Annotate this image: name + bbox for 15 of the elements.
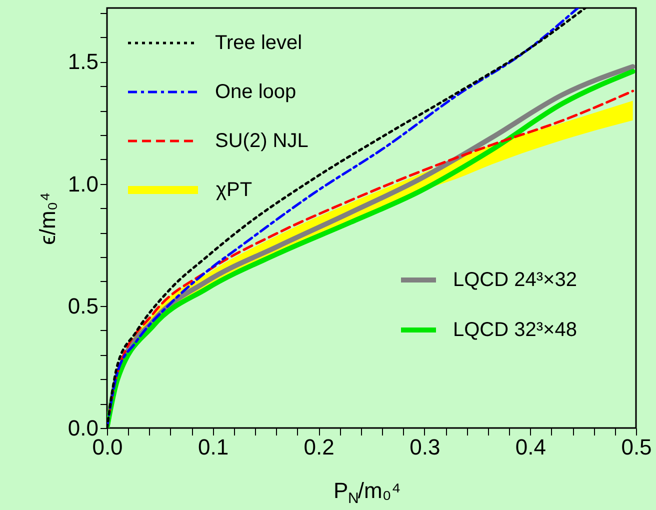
y-tick-label: 1.5 (68, 49, 98, 74)
legend-label: One loop (215, 81, 296, 103)
x-tick-label: 0.1 (198, 434, 229, 460)
legend-label: χPT (216, 179, 252, 201)
legend-label: Tree level (215, 32, 302, 54)
y-tick-label: 1.0 (68, 171, 98, 196)
legend-label: SU(2) NJL (215, 130, 308, 152)
x-tick-label: 0.2 (304, 434, 334, 460)
x-tick-label: 0.4 (515, 434, 546, 460)
legend-label: LQCD 24³×32 (453, 269, 577, 291)
x-tick-label: 0.3 (410, 434, 440, 460)
y-axis-title: ϵ/m₀⁴ (34, 192, 60, 245)
y-tick-label: 0.5 (68, 293, 98, 318)
x-tick-label: 0.5 (621, 434, 652, 460)
legend-label: LQCD 32³×48 (453, 319, 577, 341)
